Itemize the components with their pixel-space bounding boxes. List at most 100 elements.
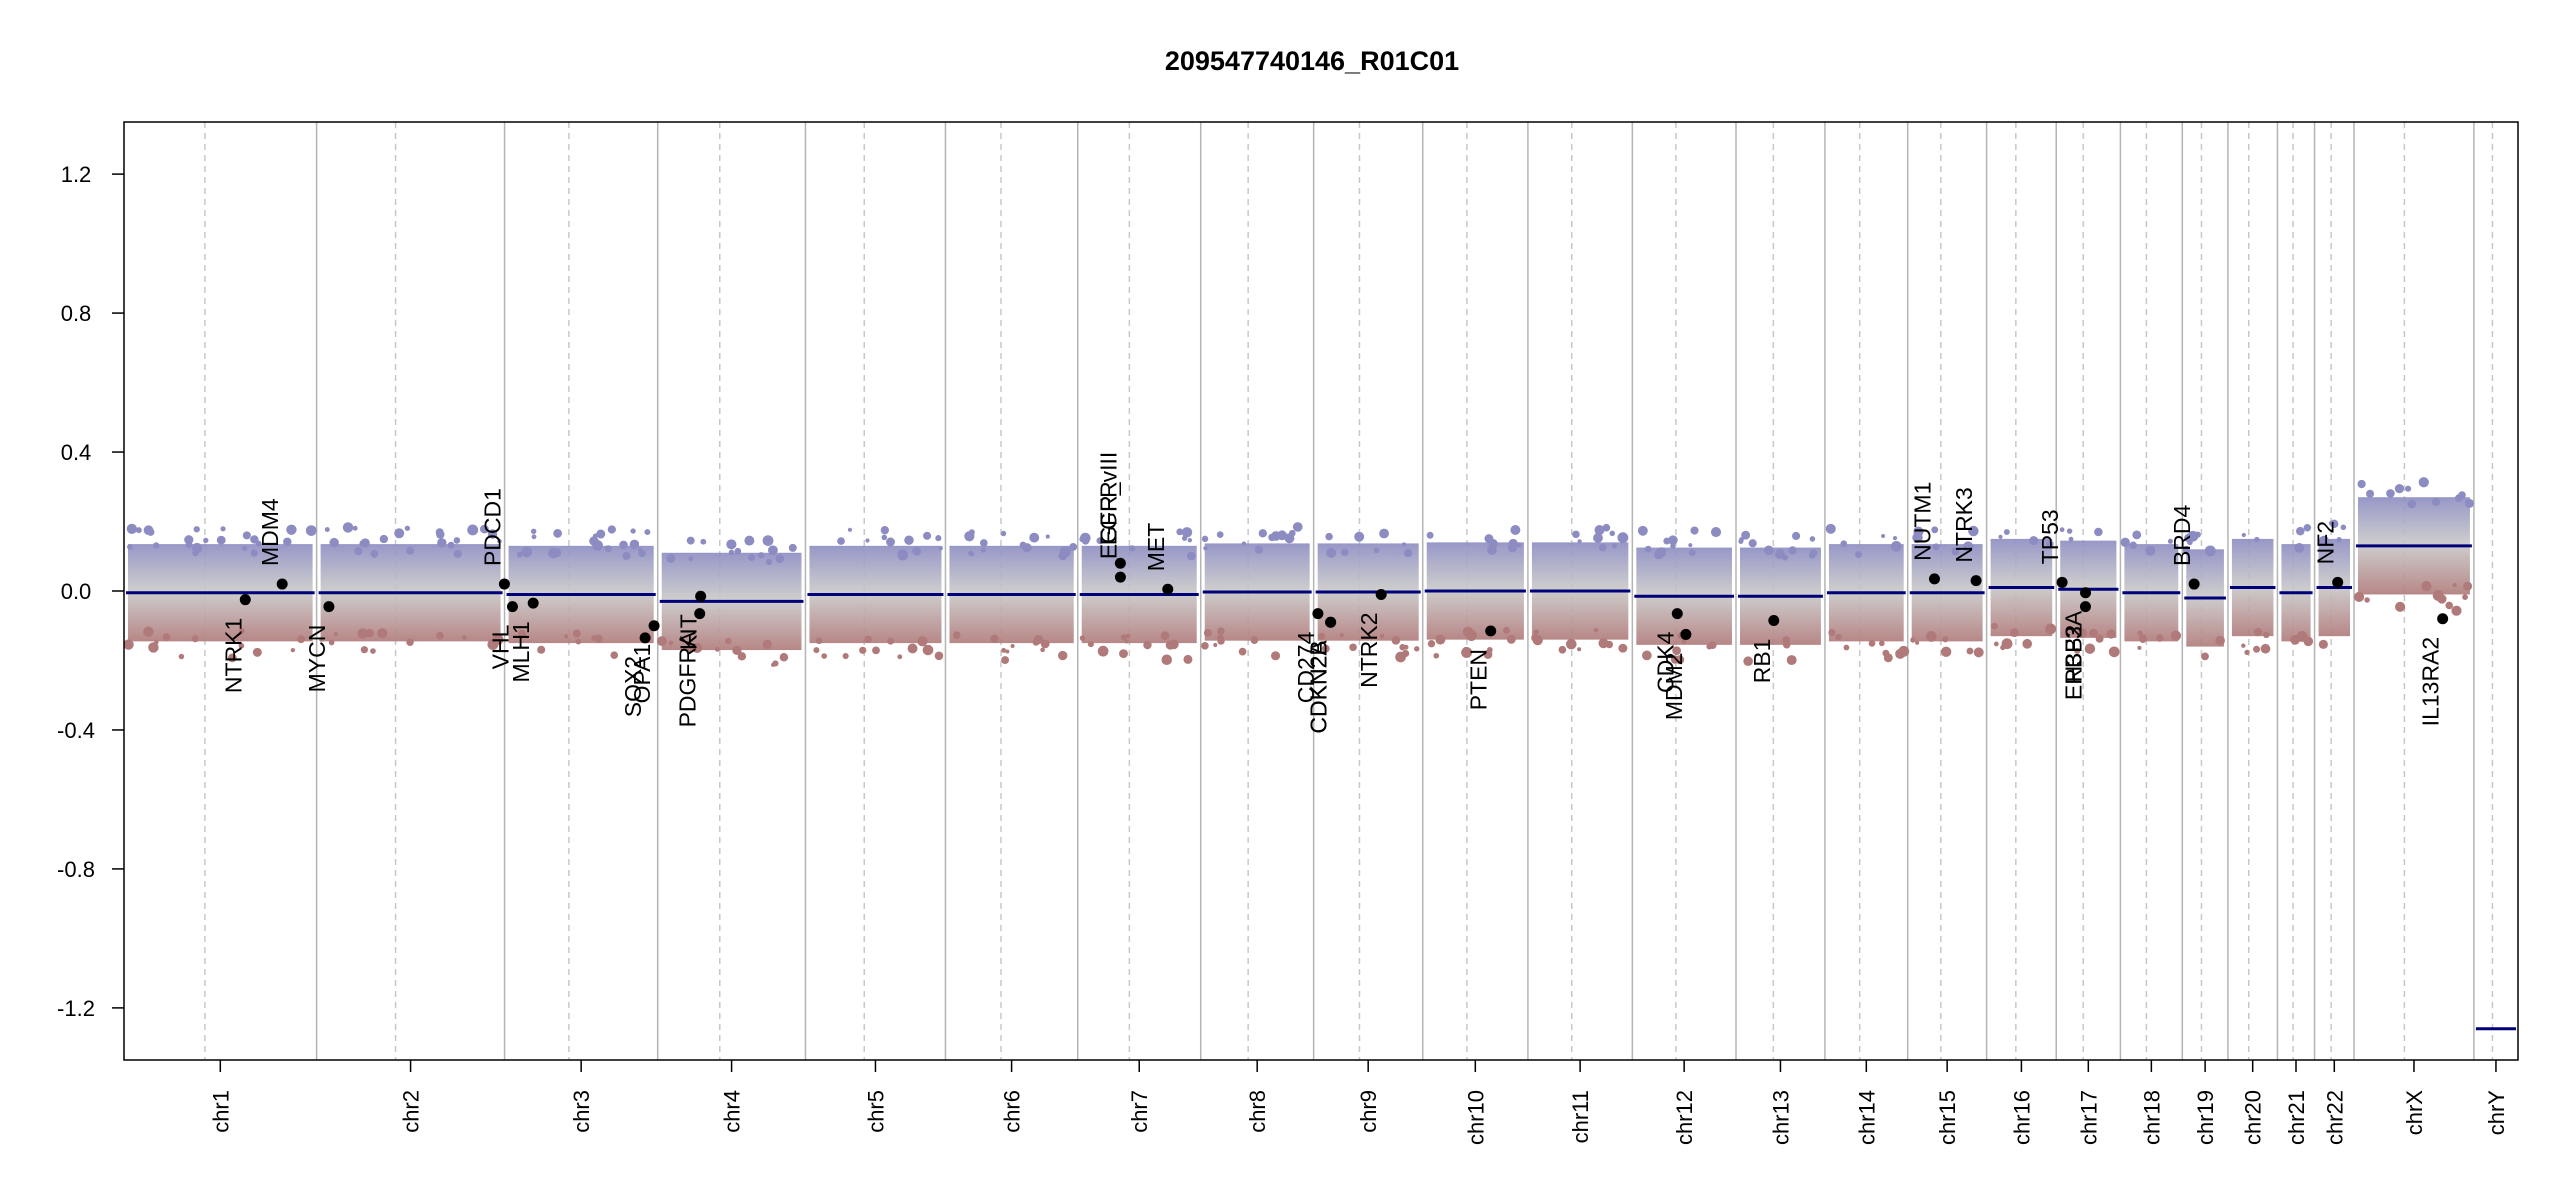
probe-point — [436, 631, 444, 640]
probe-point — [461, 635, 467, 640]
probe-point — [2395, 601, 2406, 612]
probe-point — [2404, 485, 2412, 492]
probe-point — [2132, 530, 2142, 540]
probe-point — [1931, 526, 1939, 534]
probe-point — [564, 634, 569, 639]
probe-point — [1258, 529, 1267, 538]
probe-point — [2137, 645, 2142, 650]
probe-point — [1181, 527, 1193, 538]
gene-dot-opa1 — [648, 620, 660, 632]
probe-point — [1045, 534, 1050, 539]
probe-point — [1508, 538, 1518, 548]
probe-point — [726, 539, 737, 550]
gene-label-mdm2: MDM2 — [1661, 652, 1687, 720]
probe-point — [487, 639, 499, 650]
probe-point — [1882, 649, 1890, 657]
probe-point — [837, 537, 845, 545]
probe-point — [2000, 644, 2006, 651]
probe-point — [1169, 639, 1179, 650]
probe-point — [1087, 641, 1094, 648]
probe-point — [1079, 635, 1086, 641]
ytick-label: 0.4 — [61, 440, 92, 465]
gene-label-erbb2: ERBB2 — [2060, 625, 2086, 700]
probe-point — [1254, 545, 1264, 554]
probe-point — [447, 541, 455, 549]
probe-point — [968, 550, 974, 557]
probe-point — [1663, 537, 1671, 545]
probe-point — [1403, 644, 1409, 650]
probe-point — [1968, 525, 1979, 537]
probe-point — [553, 529, 563, 538]
xtick-label-chr13: chr13 — [1768, 1090, 1793, 1145]
probe-point — [2364, 597, 2370, 603]
probe-point — [1656, 547, 1667, 558]
probe-point — [1605, 640, 1614, 649]
probe-point — [2241, 643, 2246, 648]
gene-dot-tp53 — [2056, 576, 2068, 588]
probe-point — [748, 553, 756, 561]
probe-point — [436, 530, 445, 539]
probe-point — [2431, 497, 2441, 506]
xtick-label-chr18: chr18 — [2139, 1090, 2164, 1145]
probe-point — [1644, 545, 1652, 553]
probe-point — [2463, 581, 2473, 591]
probe-point — [775, 554, 785, 563]
gene-dot-egfr_viii — [1114, 571, 1126, 583]
probe-point — [1912, 532, 1923, 543]
probe-point — [2046, 540, 2054, 548]
probe-point — [370, 648, 376, 654]
probe-point — [2319, 535, 2329, 546]
probe-point — [1487, 545, 1497, 555]
gene-dot-cdkn2b — [1325, 616, 1337, 628]
probe-point — [1058, 650, 1068, 661]
probe-point — [1128, 545, 1135, 552]
xtick-label-chr17: chr17 — [2076, 1090, 2101, 1145]
probe-point — [1216, 531, 1224, 538]
probe-point — [242, 545, 248, 551]
probe-point — [552, 548, 562, 558]
probe-point — [1203, 546, 1208, 551]
probe-point — [297, 635, 305, 644]
probe-point — [1241, 541, 1247, 546]
gene-label-ntrk2: NTRK2 — [1356, 612, 1382, 687]
probe-point — [692, 642, 703, 654]
probe-point — [1782, 636, 1791, 645]
gene-dot-mlh1 — [527, 597, 539, 609]
probe-point — [2077, 628, 2088, 639]
probe-point — [1868, 640, 1876, 647]
probe-point — [1465, 630, 1477, 641]
probe-point — [1932, 543, 1940, 551]
probe-point — [1618, 643, 1628, 653]
probe-point — [1775, 549, 1786, 560]
probe-point — [744, 535, 755, 546]
probe-point — [1213, 642, 1218, 648]
xtick-label-chr19: chr19 — [2193, 1090, 2218, 1145]
probe-point — [2108, 646, 2120, 658]
probe-point — [377, 628, 388, 639]
probe-point — [934, 651, 944, 661]
probe-point — [938, 546, 943, 551]
probe-point — [1748, 539, 1757, 548]
probe-point — [1268, 533, 1276, 542]
gene-label-tp53: TP53 — [2037, 509, 2063, 564]
probe-point — [2095, 634, 2104, 643]
xtick-label-chr2: chr2 — [399, 1090, 424, 1133]
probe-point — [1942, 636, 1949, 643]
gene-label-nutm1: NUTM1 — [1909, 482, 1935, 561]
probe-point — [990, 634, 999, 644]
probe-point — [1738, 539, 1744, 544]
probe-point — [1641, 650, 1652, 661]
probe-point — [1354, 531, 1365, 542]
probe-point — [1341, 548, 1349, 557]
probe-point — [1681, 638, 1687, 645]
probe-point — [357, 628, 368, 639]
probe-point — [1786, 655, 1797, 666]
probe-point — [1001, 647, 1007, 653]
probe-point — [758, 552, 765, 559]
probe-point — [143, 626, 154, 638]
probe-point — [2357, 479, 2366, 489]
probe-point — [1120, 634, 1128, 641]
probe-point — [2464, 498, 2474, 508]
probe-point — [342, 522, 354, 533]
